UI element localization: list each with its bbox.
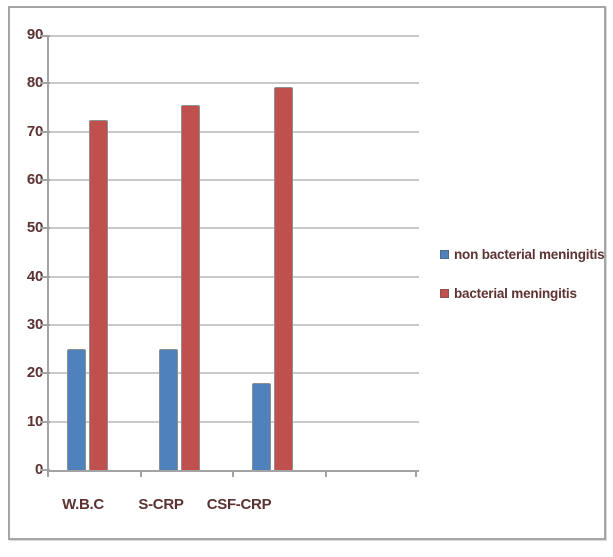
y-axis-tick [41,275,50,278]
y-gridline-50 [49,227,419,230]
y-tick-label-60: 60 [26,171,43,188]
legend-item-non-bacterial-meningitis: non bacterial meningitis [440,244,605,264]
y-gridline-80 [49,82,419,85]
y-gridline-30 [49,324,419,326]
y-axis-tick [41,35,50,37]
x-axis-tick [324,472,327,477]
x-axis-tick [139,472,142,477]
y-tick-label-90: 90 [26,26,43,43]
y-tick-label-10: 10 [26,412,43,430]
bar-non-bacterial-s-crp [159,349,179,470]
category-label-s-crp: S-CRP [138,496,184,513]
legend-item-bacterial-meningitis: bacterial meningitis [440,283,604,303]
y-gridline-20 [49,372,419,375]
x-axis-tick [232,472,234,477]
category-label-csf-crp: CSF-CRP [206,496,272,513]
y-axis-tick [41,420,50,423]
plot-area [47,35,419,472]
bar-bacterial-w-b-c [88,119,108,470]
y-axis-tick [41,324,50,326]
bar-bacterial-csf-crp [273,86,293,470]
bar-bacterial-s-crp [181,105,201,470]
legend-swatch-non-bacterial-icon [440,249,449,259]
y-gridline-60 [49,179,419,181]
y-gridline-70 [49,130,419,133]
legend-label-non-bacterial: non bacterial meningitis [454,246,605,262]
bar-non-bacterial-w-b-c [66,349,86,470]
y-axis-tick [41,372,50,375]
legend-label-bacterial: bacterial meningitis [454,285,577,301]
y-gridline-90 [49,35,419,37]
y-tick-label-50: 50 [26,219,43,237]
category-label-w-b-c: W.B.C [62,496,104,513]
legend: non bacterial meningitis bacterial menin… [440,244,605,322]
y-tick-label-70: 70 [26,122,43,140]
legend-swatch-bacterial-icon [440,288,449,298]
y-axis-tick [41,130,50,133]
y-tick-label-0: 0 [34,461,43,478]
y-gridline-40 [49,275,419,278]
bar-non-bacterial-csf-crp [251,383,271,470]
y-axis-tick [41,227,50,230]
x-axis-tick [47,472,49,477]
y-axis-tick [41,82,50,85]
y-tick-label-40: 40 [26,267,43,285]
chart-frame: 0 10 20 30 40 50 60 70 80 90 W.B.C S-CRP CSF-CRP no… [8,6,606,540]
y-gridline-10 [49,420,419,423]
y-tick-label-30: 30 [26,316,43,333]
y-tick-label-80: 80 [26,74,43,92]
y-axis-tick [41,179,50,181]
y-axis-tick [41,469,50,471]
x-axis-tick [415,472,417,477]
y-tick-label-20: 20 [26,364,43,382]
